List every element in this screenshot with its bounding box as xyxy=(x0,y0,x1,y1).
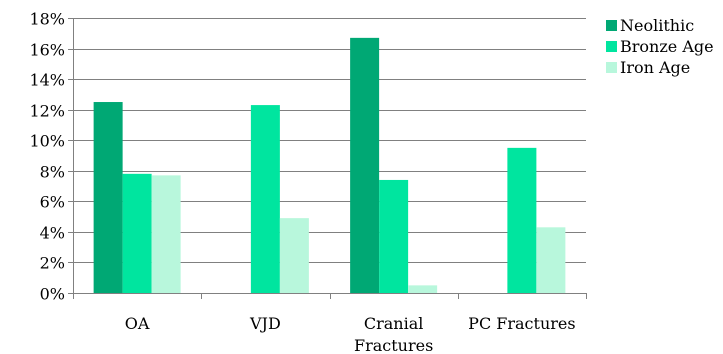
x-tick-label: OA xyxy=(125,314,150,333)
x-tick-label: PC Fractures xyxy=(468,314,575,333)
y-tick-label: 10% xyxy=(29,132,65,151)
bar-bronze-age-2 xyxy=(379,179,409,293)
legend-swatch xyxy=(606,41,617,52)
bar-bronze-age-1 xyxy=(250,105,280,293)
bar-iron-age-0 xyxy=(151,175,181,293)
bar-neolithic-0 xyxy=(93,102,123,294)
x-tick-label: VJD xyxy=(249,314,281,333)
bars-group xyxy=(93,37,566,294)
y-tick-label: 12% xyxy=(29,102,65,121)
y-tick-label: 6% xyxy=(40,193,65,212)
bar-iron-age-3 xyxy=(536,227,566,293)
legend-swatch xyxy=(606,20,617,31)
bar-bronze-age-0 xyxy=(122,173,152,293)
legend-label: Iron Age xyxy=(620,58,690,77)
bar-bronze-age-3 xyxy=(507,147,537,293)
y-tick-label: 4% xyxy=(40,224,65,243)
legend-label: Bronze Age xyxy=(620,37,714,56)
y-tick-label: 8% xyxy=(40,163,65,182)
legend-label: Neolithic xyxy=(620,16,694,35)
bar-neolithic-2 xyxy=(350,37,380,293)
y-tick-label: 16% xyxy=(29,41,65,60)
bar-iron-age-2 xyxy=(408,285,438,293)
x-tick-label: Cranial Fractures xyxy=(354,314,433,354)
y-tick-label: 14% xyxy=(29,71,65,90)
y-tick-label: 0% xyxy=(40,285,65,304)
y-tick-labels: 0% 2% 4% 6% 8% 10% 12% 14% 16% 18% xyxy=(29,10,65,304)
y-tick-label: 2% xyxy=(40,254,65,273)
y-tick-label: 18% xyxy=(29,10,65,29)
legend: Neolithic Bronze Age Iron Age xyxy=(606,16,714,77)
legend-swatch xyxy=(606,62,617,73)
bar-iron-age-1 xyxy=(279,218,309,293)
axes-group xyxy=(73,18,587,299)
x-tick-labels: OA VJD Cranial Fractures PC Fractures xyxy=(125,314,576,354)
